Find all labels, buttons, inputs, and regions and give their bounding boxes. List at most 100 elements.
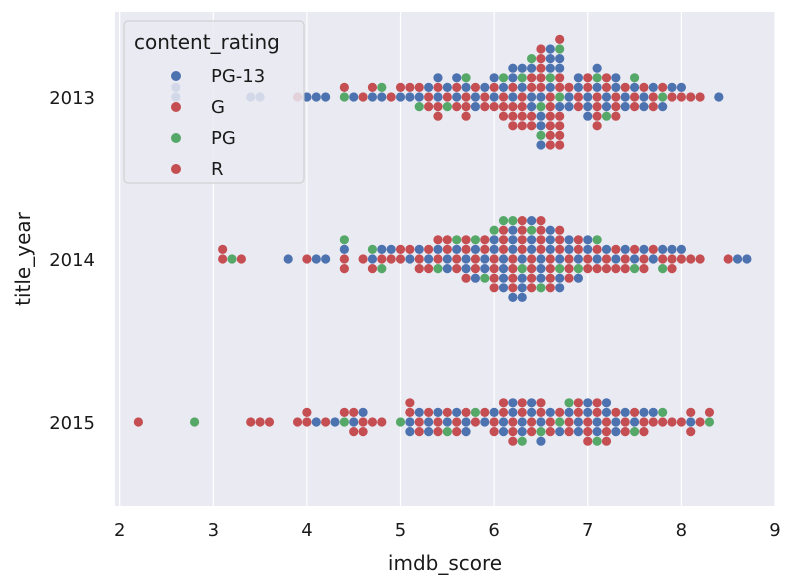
data-point-pg [601,111,612,121]
data-point-r [433,254,443,264]
data-point-pg [545,73,555,83]
data-point-pg [461,73,471,83]
data-point-r [564,82,574,92]
data-point-r [452,254,462,264]
data-point-r [395,244,406,254]
data-point-r [452,82,462,92]
data-point-r [424,244,434,254]
data-point-r [489,82,499,92]
data-point-pg [414,102,424,112]
data-point-r [686,254,696,264]
data-point-pg [629,73,640,83]
data-point-pg-13 [349,417,359,427]
data-point-r [526,111,537,121]
data-point-r [648,244,658,254]
data-point-pg [536,283,546,293]
data-point-r [601,82,612,92]
data-point-r [414,417,424,427]
data-point-r [629,407,640,417]
data-point-pg-13 [573,273,584,283]
data-point-r [218,244,228,254]
data-point-pg-13 [583,244,593,254]
data-point-pg [489,225,499,235]
data-point-pg-13 [545,407,555,417]
data-point-r [620,417,630,427]
data-point-r [686,92,696,102]
data-point-r [573,407,584,417]
data-point-pg-13 [676,244,686,254]
data-point-r [536,235,546,245]
data-point-pg-13 [480,254,490,264]
data-point-r [555,121,565,131]
data-point-r [667,417,677,427]
data-point-r [526,273,537,283]
data-point-pg-13 [405,417,415,427]
data-point-r [461,244,471,254]
data-point-r [218,254,228,264]
data-point-pg-13 [498,254,509,264]
data-point-r [611,102,621,112]
data-point-r [498,111,509,121]
data-point-pg-13 [629,82,640,92]
data-point-pg-13 [498,273,509,283]
data-point-pg-13 [545,44,555,54]
data-point-pg-13 [461,82,471,92]
data-point-r [480,102,490,112]
data-point-pg-13 [526,398,537,408]
data-point-r [358,92,368,102]
data-point-pg-13 [414,244,424,254]
data-point-pg [395,417,406,427]
data-point-pg-13 [601,92,612,102]
data-point-pg-13 [601,407,612,417]
data-point-pg-13 [583,102,593,112]
data-point-pg-13 [508,407,518,417]
data-point-r [489,283,499,293]
data-point-r [367,82,378,92]
data-point-r [526,283,537,293]
data-point-pg-13 [555,254,565,264]
data-point-r [517,102,527,112]
data-point-r [555,34,565,45]
data-point-r [433,417,443,427]
data-point-pg-13 [526,407,537,417]
data-point-pg-13 [461,264,471,274]
data-point-r [470,82,481,92]
data-point-r [424,92,434,102]
legend-entries: PG-13 G PG R [171,66,265,180]
data-point-pg [433,264,443,274]
data-point-r [405,407,415,417]
data-point-r [321,417,331,427]
data-point-r [526,73,537,83]
data-point-r [545,121,555,131]
data-point-pg-13 [658,244,668,254]
legend-marker [171,71,181,81]
y-tick-label: 2014 [49,250,95,271]
data-point-pg-13 [424,417,434,427]
y-axis-title: title_year [11,211,35,305]
data-point-r [648,102,658,112]
data-point-pg-13 [349,92,359,102]
data-point-pg [658,92,668,102]
data-point-r [489,254,499,264]
data-point-r [480,235,490,245]
data-point-r [620,427,630,437]
data-point-pg-13 [573,73,584,83]
data-point-r [601,254,612,264]
legend: content_rating PG-13 G PG R [123,20,305,184]
data-point-r [639,427,649,437]
data-point-r [508,436,518,446]
legend-title: content_rating [134,30,280,54]
data-point-r [629,92,640,102]
data-point-pg-13 [489,235,499,245]
data-point-r [536,244,546,254]
data-point-pg-13 [405,254,415,264]
data-point-pg-13 [461,427,471,437]
data-point-r [349,407,359,417]
data-point-r [555,73,565,83]
data-point-r [620,254,630,264]
data-point-r [639,254,649,264]
data-point-r [676,92,686,102]
data-point-pg-13 [526,102,537,112]
data-point-r [555,244,565,254]
data-point-r [377,417,387,427]
